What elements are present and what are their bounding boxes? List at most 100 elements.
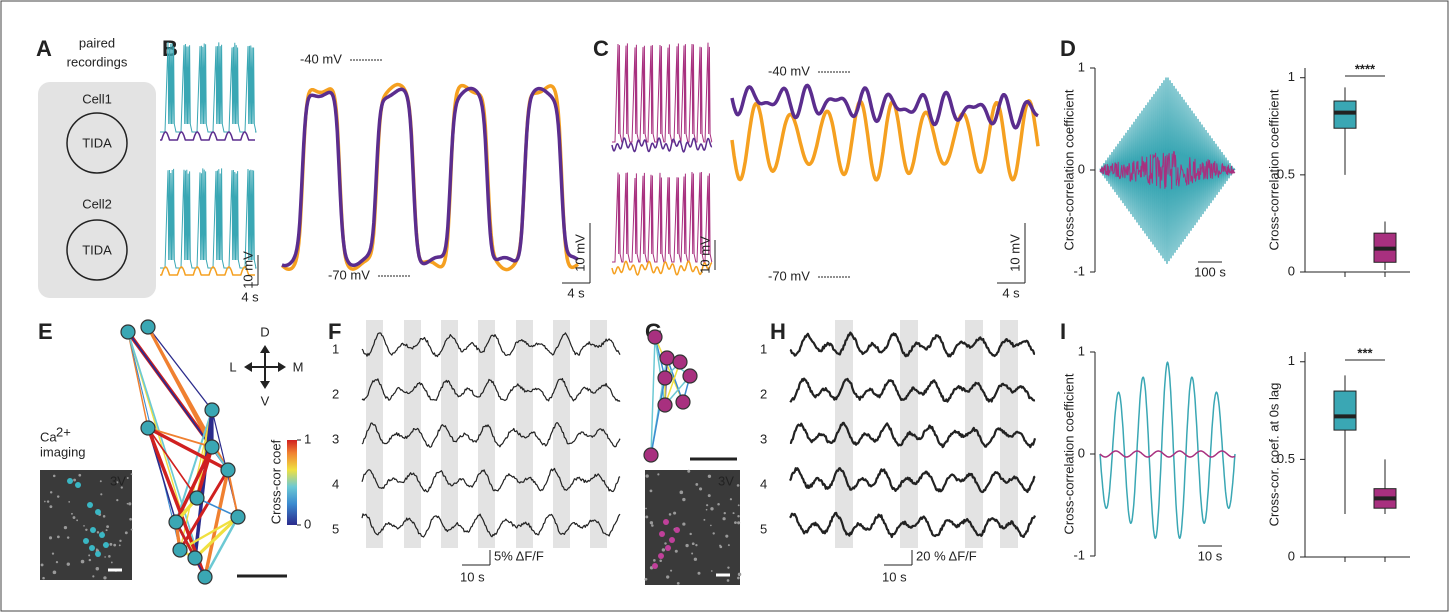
- cell-speck: [706, 509, 708, 511]
- cell-speck: [657, 473, 659, 475]
- network-edge: [148, 327, 212, 410]
- cell-speck: [128, 502, 131, 505]
- stimulus-stripe: [590, 320, 607, 548]
- network-node: [205, 440, 219, 454]
- cell-speck: [727, 579, 730, 582]
- cell-speck: [81, 560, 85, 564]
- scale-label: 10 s: [882, 569, 907, 584]
- scale-label: 4 s: [567, 285, 585, 300]
- voltage-trace: [732, 101, 1038, 180]
- panel-title: recordings: [67, 54, 128, 69]
- cell-speck: [733, 512, 735, 514]
- y-tick-label: 0: [1288, 548, 1295, 563]
- imaged-cell: [103, 542, 109, 548]
- panel-title: paired: [79, 35, 115, 50]
- network-node: [169, 515, 183, 529]
- y-tick-label: 1: [1078, 59, 1085, 74]
- row-label: 2: [760, 386, 767, 401]
- cell-speck: [104, 556, 106, 558]
- cell-speck: [669, 513, 672, 516]
- network-edge: [176, 447, 212, 522]
- panel-label: D: [1060, 36, 1076, 61]
- colorbar-title: Cross-cor coef: [268, 439, 283, 524]
- cell-speck: [737, 515, 739, 517]
- panel-label: I: [1060, 319, 1066, 344]
- y-tick-label: 1: [1078, 343, 1085, 358]
- row-label: 1: [332, 341, 339, 356]
- scale-label: 10 mV: [240, 251, 255, 289]
- cell-speck: [692, 542, 695, 545]
- y-tick-label: 0: [1288, 263, 1295, 278]
- network-node: [190, 491, 204, 505]
- imaged-cell: [89, 545, 95, 551]
- cell-speck: [691, 553, 693, 555]
- network-node: [658, 398, 672, 412]
- cell-speck: [78, 474, 81, 477]
- cell-speck: [116, 499, 118, 501]
- cell-speck: [710, 507, 713, 510]
- cell-speck: [677, 582, 680, 585]
- scale-label: 10 mV: [1007, 234, 1022, 272]
- row-label: 3: [760, 431, 767, 446]
- cell-speck: [41, 563, 44, 566]
- voltage-trace: [282, 89, 578, 266]
- cell-speck: [713, 532, 715, 534]
- spike-trace: [612, 43, 712, 142]
- cell-speck: [52, 553, 54, 555]
- cell-speck: [708, 475, 711, 478]
- cell-speck: [645, 515, 648, 518]
- cell-speck: [56, 561, 58, 563]
- cell-speck: [97, 531, 99, 533]
- cell-speck: [96, 567, 99, 570]
- cell-speck: [49, 505, 52, 508]
- row-label: 5: [332, 521, 339, 536]
- network-node: [188, 551, 202, 565]
- cell-speck: [682, 522, 685, 525]
- cell-speck: [88, 554, 90, 556]
- neuron-label: TIDA: [82, 135, 112, 150]
- neuron-label: TIDA: [82, 242, 112, 257]
- scale-label: 10 mV: [572, 234, 587, 272]
- level-label: -70 mV: [328, 267, 370, 282]
- network-node: [121, 325, 135, 339]
- scale-label: 10 mV: [697, 236, 712, 274]
- cell-speck: [47, 500, 49, 502]
- cell-speck: [645, 508, 647, 510]
- scale-label: 10 s: [1198, 548, 1223, 563]
- cell-speck: [737, 521, 740, 524]
- cell-speck: [67, 536, 69, 538]
- significance: ***: [1357, 345, 1373, 360]
- imaged-cell: [674, 527, 680, 533]
- cell-speck: [651, 524, 654, 527]
- imaged-cell: [665, 545, 671, 551]
- cell-box: [38, 82, 156, 298]
- cell-speck: [697, 572, 700, 575]
- correlogram: [1100, 451, 1235, 457]
- compass-label: D: [260, 324, 269, 339]
- cell-speck: [730, 498, 732, 500]
- colorbar-label: 1: [304, 431, 311, 446]
- level-label: -40 mV: [768, 63, 810, 78]
- cell-speck: [73, 479, 76, 482]
- cell-speck: [129, 518, 132, 521]
- cell-speck: [125, 531, 128, 534]
- cell-speck: [76, 519, 78, 521]
- cell-speck: [650, 521, 653, 524]
- cell-speck: [103, 576, 106, 579]
- row-label: 2: [332, 386, 339, 401]
- cell-speck: [44, 501, 46, 503]
- cell-speck: [83, 525, 85, 527]
- cell-speck: [650, 490, 653, 493]
- cell-speck: [119, 540, 121, 542]
- stimulus-stripe: [553, 320, 570, 548]
- box: [1334, 391, 1356, 430]
- colorbar-label: 0: [304, 516, 311, 531]
- network-node: [673, 355, 687, 369]
- cell-speck: [662, 548, 665, 551]
- cell-speck: [680, 491, 684, 495]
- cell-speck: [717, 503, 720, 506]
- cell-speck: [108, 555, 111, 558]
- network-node: [198, 570, 212, 584]
- cell-speck: [653, 559, 656, 562]
- imaged-cell: [90, 527, 96, 533]
